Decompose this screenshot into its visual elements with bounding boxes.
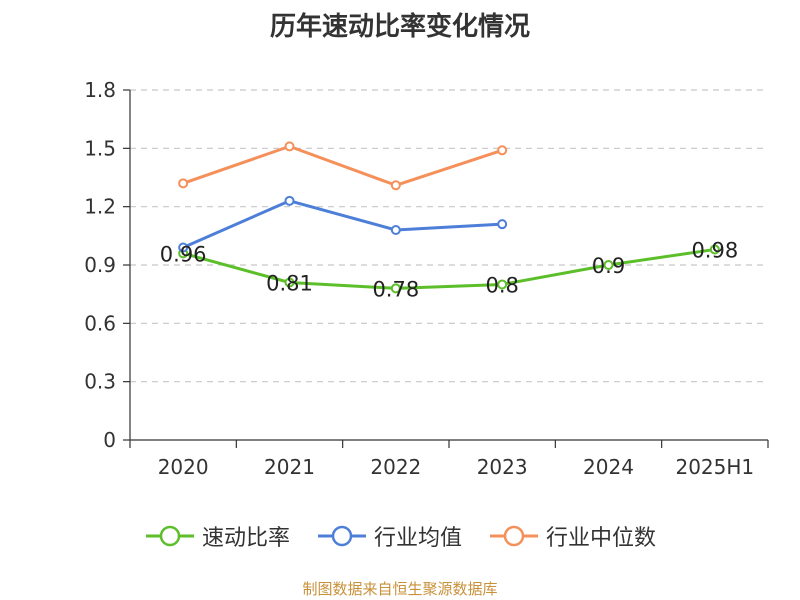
series-line-3 [182,144,503,187]
data-label: 0.78 [372,277,419,301]
legend-label: 速动比率 [201,526,290,551]
x-tick-label: 2025H1 [675,455,754,479]
data-label: 0.98 [691,238,738,262]
series-lines [178,141,720,294]
y-tick-label: 0 [103,428,116,452]
data-label: 0.96 [160,242,207,266]
x-tick-label: 2020 [158,455,209,479]
y-tick-label: 0.9 [84,253,116,277]
data-point [284,141,295,152]
data-point [390,225,401,235]
y-tick-label: 1.8 [84,78,116,102]
x-tick-label: 2021 [264,455,315,479]
data-point [390,283,401,294]
source-note: 制图数据来自恒生聚源数据库 [302,580,498,598]
legend-label: 行业中位数 [546,526,657,551]
y-tick-label: 1.2 [84,195,116,219]
y-tick-label: 0.6 [84,311,116,335]
x-tick-label: 2022 [370,455,421,479]
data-label: 0.9 [592,254,625,278]
chart-title: 历年速动比率变化情况 [269,12,530,42]
y-tick-label: 0.3 [84,370,116,394]
data-point [178,242,189,253]
y-tick-label: 1.5 [84,136,116,160]
series-line-1 [182,247,716,290]
legend-swatch-icon [145,525,194,547]
legend-item[interactable]: 行业中位数 [488,520,656,552]
data-point [178,178,189,189]
legend-label: 行业均值 [373,526,462,551]
data-labels: 0.96 0.81 0.78 0.8 0.9 0.98 [160,238,738,301]
data-point [497,145,508,156]
x-tick-label: 2023 [477,455,528,479]
legend-item[interactable]: 行业均值 [316,520,462,552]
data-point [603,260,614,270]
series-line-2 [182,199,503,249]
data-point [390,180,401,191]
data-label: 0.81 [266,272,313,296]
data-point [497,219,508,230]
legend-swatch-icon [490,525,538,547]
legend: 速动比率 行业均值 行业中位数 [0,520,800,552]
data-point [284,195,295,206]
legend-item[interactable]: 速动比率 [144,520,290,552]
legend-swatch-marker [503,525,525,547]
data-point [497,279,508,290]
data-point [284,277,295,288]
legend-swatch-marker [331,525,353,547]
grid-lines [130,89,768,383]
x-tick-label: 2024 [583,455,634,479]
data-point [709,244,720,255]
data-label: 0.8 [485,273,518,297]
legend-swatch-icon [317,525,366,547]
axes: 0 0.3 0.6 0.9 1.2 1.5 1.8 2020 2021 2022 2023 2024 2… [84,78,769,479]
legend-swatch-marker [159,525,181,547]
